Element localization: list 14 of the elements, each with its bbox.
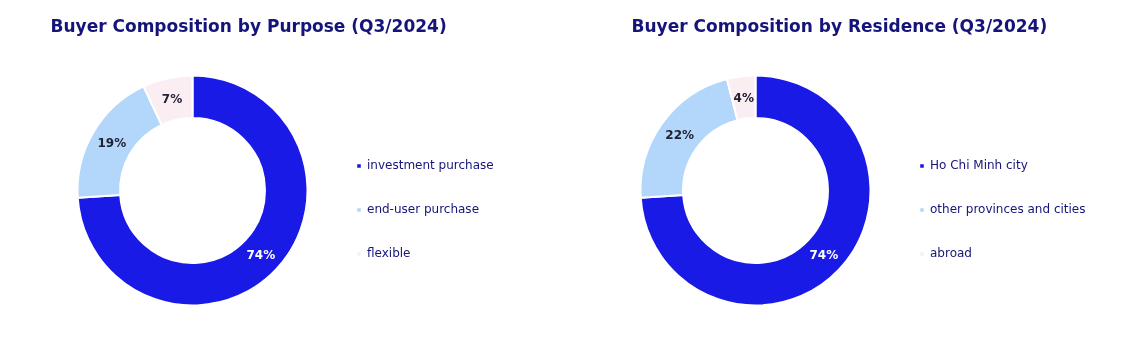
data-label: 74% (809, 247, 839, 262)
chart-title: Buyer Composition by Residence (Q3/2024) (631, 15, 1048, 36)
legend-label: other provinces and cities (930, 202, 1086, 216)
legend-label: abroad (930, 246, 972, 260)
legend-label: flexible (367, 246, 411, 260)
data-label: 74% (246, 247, 276, 262)
legend-label: Ho Chi Minh city (930, 158, 1028, 172)
data-label: 4% (733, 90, 754, 105)
chart-title: Buyer Composition by Purpose (Q3/2024) (50, 15, 447, 36)
legend-label: end-user purchase (367, 202, 480, 216)
data-label: 19% (97, 135, 127, 150)
data-label: 7% (161, 92, 183, 107)
data-label: 22% (665, 128, 695, 143)
legend-label: investment purchase (367, 158, 494, 172)
